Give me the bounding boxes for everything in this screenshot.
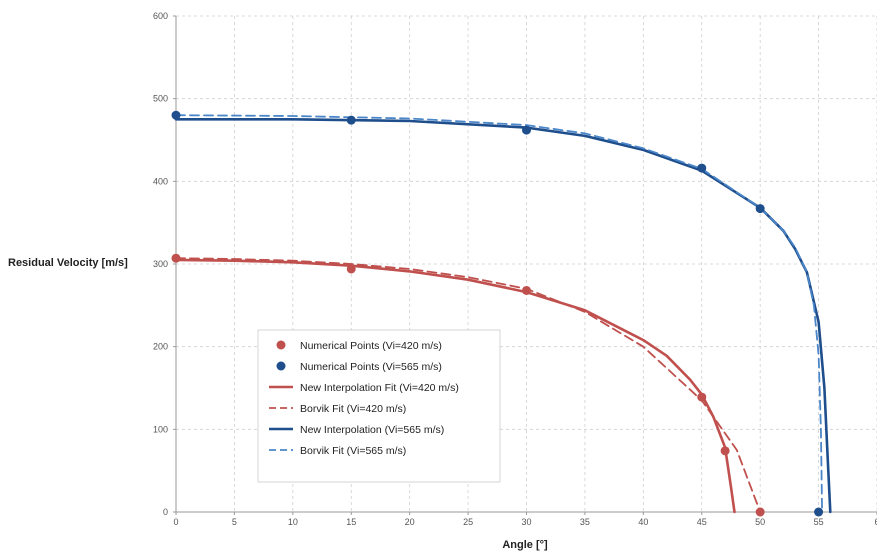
x-tick-label: 55	[814, 517, 824, 527]
data-point	[346, 115, 356, 125]
chart-series-points	[171, 110, 824, 517]
x-tick-label: 30	[521, 517, 531, 527]
y-tick-label: 200	[153, 342, 168, 352]
x-tick-label: 20	[405, 517, 415, 527]
x-tick-label: 25	[463, 517, 473, 527]
data-point	[522, 125, 531, 135]
legend-label: Numerical Points (Vi=420 m/s)	[300, 340, 442, 352]
data-point	[755, 507, 765, 517]
data-point	[171, 253, 181, 263]
x-axis-title: Angle [°]	[502, 539, 548, 551]
data-point	[814, 507, 824, 517]
x-tick-label: 15	[346, 517, 356, 527]
legend-box	[257, 329, 501, 483]
x-tick-label: 10	[288, 517, 298, 527]
data-point	[171, 110, 181, 120]
legend-label: Borvik Fit (Vi=565 m/s)	[300, 445, 406, 457]
chart-legend: Numerical Points (Vi=420 m/s) Numerical P…	[257, 329, 501, 483]
x-tick-label: 35	[580, 517, 590, 527]
x-tick-label: 50	[755, 517, 765, 527]
x-tick-label: 45	[697, 517, 707, 527]
x-tick-label: 5	[232, 517, 237, 527]
y-tick-label: 400	[153, 176, 168, 186]
x-tick-label: 0	[173, 517, 178, 527]
x-tick-label: 6	[874, 517, 877, 527]
series-line	[175, 257, 762, 513]
y-tick-label: 300	[153, 259, 168, 269]
data-point	[720, 446, 730, 456]
data-point	[697, 392, 707, 402]
y-tick-label: 500	[153, 94, 168, 104]
series-line	[174, 258, 736, 514]
y-tick-label: 100	[153, 424, 168, 434]
legend-label: New Interpolation Fit (Vi=420 m/s)	[300, 382, 459, 394]
legend-marker	[276, 340, 286, 350]
y-tick-label: 600	[153, 11, 168, 21]
data-point	[522, 285, 531, 295]
legend-label: Borvik Fit (Vi=420 m/s)	[300, 403, 406, 415]
y-tick-label: 0	[163, 507, 168, 517]
chart-tick-labels: 0510152025303540455055601002003004005006…	[153, 11, 877, 527]
x-tick-label: 40	[638, 517, 648, 527]
data-point	[755, 204, 765, 214]
data-point	[346, 264, 356, 274]
y-axis-title: Residual Velocity [m/s]	[8, 257, 128, 269]
legend-marker	[276, 361, 286, 371]
data-point	[697, 163, 707, 173]
legend-label: Numerical Points (Vi=565 m/s)	[300, 361, 442, 373]
legend-label: New Interpolation (Vi=565 m/s)	[300, 424, 444, 436]
